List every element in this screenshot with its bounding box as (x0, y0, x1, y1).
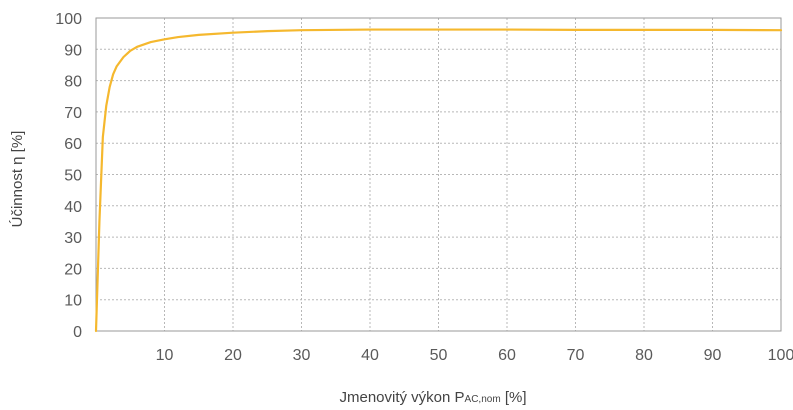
x-tick-labels: 10 20 30 40 50 60 70 80 90 100 (156, 347, 793, 364)
y-axis-title: Účinnost η [%] (9, 131, 26, 228)
x-tick-label: 100 (768, 347, 793, 364)
y-tick-label: 80 (64, 74, 82, 91)
x-tick-label: 90 (704, 347, 722, 364)
x-axis-title-suffix: [%] (501, 389, 527, 406)
x-tick-label: 50 (430, 347, 448, 364)
y-tick-label: 30 (64, 230, 82, 247)
y-tick-label: 100 (55, 11, 82, 28)
x-axis-title-subscript: AC,nom (465, 394, 501, 405)
y-tick-label: 70 (64, 105, 82, 122)
series-lines (94, 28, 783, 333)
y-tick-label: 60 (64, 136, 82, 153)
y-tick-labels: 0 10 20 30 40 50 60 70 80 90 100 (55, 11, 82, 341)
y-tick-label: 10 (64, 293, 82, 310)
x-axis-title: Jmenovitý výkon PAC,nom [%] (339, 389, 526, 406)
x-tick-label: 10 (156, 347, 174, 364)
x-tick-label: 60 (498, 347, 516, 364)
x-axis-title-main: Jmenovitý výkon P (339, 389, 464, 406)
x-tick-label: 30 (293, 347, 311, 364)
x-tick-label: 80 (635, 347, 653, 364)
y-tick-label: 20 (64, 261, 82, 278)
grid (95, 17, 782, 332)
efficiency-line (94, 28, 783, 333)
y-tick-label: 40 (64, 199, 82, 216)
y-tick-label: 90 (64, 42, 82, 59)
x-tick-label: 70 (567, 347, 585, 364)
x-tick-label: 40 (361, 347, 379, 364)
y-tick-label: 0 (73, 324, 82, 341)
plot-frame (95, 17, 782, 332)
y-tick-label: 50 (64, 168, 82, 185)
x-tick-label: 20 (224, 347, 242, 364)
